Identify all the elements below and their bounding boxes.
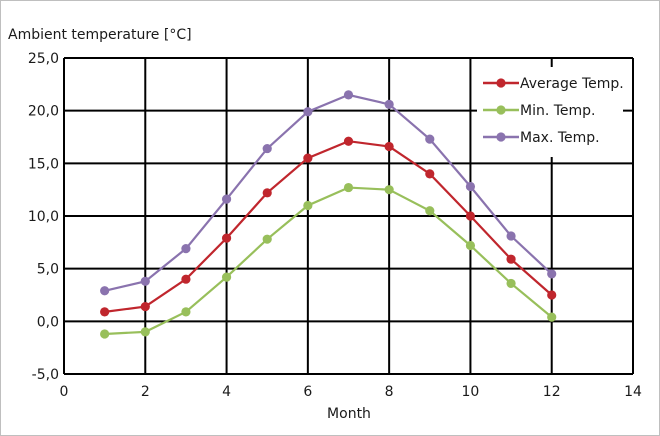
x-tick-label: 2 bbox=[141, 384, 150, 400]
data-point bbox=[465, 181, 476, 192]
legend-label: Average Temp. bbox=[520, 76, 624, 92]
axes: -5,0 0,0 5,0 10,0 15,0 20,0 25,0 0 2 4 6 8 10 12 14 bbox=[28, 51, 642, 400]
y-tick-label: 25,0 bbox=[28, 51, 59, 67]
data-point bbox=[506, 231, 516, 241]
data-point bbox=[140, 276, 150, 286]
data-point bbox=[262, 143, 272, 154]
y-tick-label: 5,0 bbox=[37, 262, 59, 278]
data-point bbox=[303, 153, 313, 163]
data-point bbox=[384, 185, 394, 195]
data-point bbox=[547, 290, 557, 300]
x-tick-label: 12 bbox=[543, 384, 561, 400]
data-point bbox=[100, 329, 110, 339]
data-point bbox=[343, 90, 354, 100]
legend-item: Min. Temp. bbox=[483, 103, 596, 119]
data-point bbox=[343, 182, 354, 193]
y-tick-label: 0,0 bbox=[37, 314, 59, 330]
data-point bbox=[100, 307, 110, 317]
data-point bbox=[506, 254, 516, 264]
data-point bbox=[221, 272, 232, 282]
data-point bbox=[425, 169, 435, 179]
data-point bbox=[547, 312, 557, 322]
y-tick-label: 20,0 bbox=[28, 104, 59, 120]
legend-marker bbox=[496, 78, 506, 88]
legend-item: Max. Temp. bbox=[483, 130, 600, 146]
data-point bbox=[140, 327, 150, 337]
data-point bbox=[425, 206, 435, 216]
data-point bbox=[100, 286, 110, 296]
series-line bbox=[104, 93, 553, 292]
chart-title: Ambient temperature [°C] bbox=[8, 27, 192, 43]
data-point bbox=[384, 141, 394, 152]
legend-marker bbox=[496, 132, 506, 142]
data-point bbox=[465, 240, 476, 251]
series-min-temp bbox=[100, 182, 557, 339]
data-point bbox=[425, 134, 435, 144]
legend-marker bbox=[496, 105, 506, 115]
data-point bbox=[181, 244, 191, 254]
series-line bbox=[104, 140, 553, 313]
data-point bbox=[262, 188, 272, 198]
y-tick-label: 15,0 bbox=[28, 156, 59, 172]
y-tick-label: 10,0 bbox=[28, 209, 59, 225]
data-point bbox=[343, 136, 354, 146]
data-point bbox=[221, 233, 232, 243]
x-tick-label: 10 bbox=[462, 384, 480, 400]
legend: Average Temp. Min. Temp. Max. Temp. bbox=[477, 67, 624, 157]
series bbox=[100, 90, 557, 339]
data-point bbox=[262, 234, 272, 244]
series-line bbox=[104, 186, 553, 336]
data-point bbox=[506, 278, 516, 289]
data-point bbox=[303, 200, 313, 211]
data-point bbox=[181, 307, 191, 317]
series-average-temp bbox=[100, 136, 557, 317]
y-tick-label: -5,0 bbox=[32, 367, 59, 383]
x-tick-label: 0 bbox=[60, 384, 69, 400]
data-point bbox=[303, 107, 313, 117]
data-point bbox=[547, 269, 557, 279]
data-point bbox=[181, 274, 191, 284]
legend-label: Max. Temp. bbox=[520, 130, 600, 146]
legend-label: Min. Temp. bbox=[520, 103, 596, 119]
x-tick-label: 14 bbox=[624, 384, 642, 400]
x-axis-title: Month bbox=[327, 406, 371, 422]
series-max-temp bbox=[100, 90, 557, 296]
x-tick-label: 6 bbox=[303, 384, 312, 400]
data-point bbox=[221, 194, 232, 204]
data-point bbox=[384, 99, 394, 109]
x-tick-label: 4 bbox=[222, 384, 231, 400]
legend-item: Average Temp. bbox=[483, 76, 624, 92]
data-point bbox=[465, 211, 476, 221]
x-tick-label: 8 bbox=[385, 384, 394, 400]
data-point bbox=[140, 301, 150, 312]
